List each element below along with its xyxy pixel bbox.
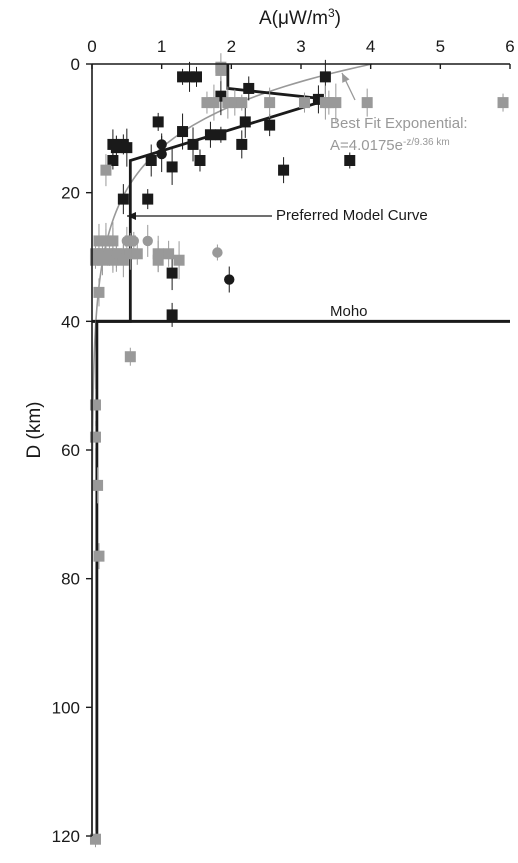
data-point-square (93, 286, 105, 298)
preferred-model-label: Preferred Model Curve (276, 207, 428, 224)
data-point-square (222, 97, 234, 109)
y-axis-title: D (km) (24, 402, 45, 459)
data-point-square (194, 155, 206, 166)
data-point-circle (156, 148, 167, 160)
data-point-square (166, 267, 178, 279)
preferred-model-curve (95, 64, 330, 836)
data-point-square (89, 399, 101, 411)
data-point-square (131, 248, 143, 260)
data-point-square (361, 97, 373, 109)
data-point-circle (212, 247, 223, 258)
data-point-square (107, 155, 119, 166)
preferred-model-arrow-head (127, 212, 136, 220)
y-tick-label: 40 (61, 312, 80, 331)
x-tick-label: 4 (366, 37, 375, 56)
x-tick-label: 0 (87, 37, 96, 56)
data-point-square (330, 97, 342, 109)
data-point-square (236, 97, 248, 109)
data-point-square (96, 254, 108, 266)
error-bars-layer (94, 53, 504, 848)
data-point-square (166, 161, 178, 173)
data-point-square (204, 129, 216, 141)
y-tick-label: 100 (52, 698, 80, 717)
data-point-square (187, 138, 199, 150)
data-point-square (117, 193, 129, 205)
data-point-square (229, 97, 241, 109)
data-point-square (89, 431, 101, 443)
curves-layer (91, 63, 510, 836)
data-point-square (208, 97, 220, 109)
data-point-square (184, 71, 196, 83)
best-fit-label-line1: Best Fit Exponential: (330, 115, 468, 132)
data-point-square (92, 479, 104, 491)
data-point-circle (111, 248, 122, 259)
data-point-square (264, 97, 276, 109)
markers-layer (89, 61, 509, 845)
data-point-square (173, 254, 185, 266)
x-axis-title: A(μW/m3) (259, 6, 341, 29)
data-point-square (124, 351, 136, 363)
x-tick-label: 2 (227, 37, 236, 56)
x-tick-label: 6 (505, 37, 514, 56)
data-point-square (177, 126, 189, 138)
data-point-circle (107, 235, 119, 247)
y-tick-label: 20 (61, 184, 80, 203)
data-point-circle (224, 274, 235, 285)
data-point-square (177, 71, 189, 83)
data-point-square (107, 254, 119, 266)
data-point-square (264, 119, 276, 131)
data-point-square (124, 248, 136, 260)
data-point-circle (93, 248, 105, 259)
best-fit-label-line2: A=4.0175e-z/9.36 km (330, 137, 450, 155)
data-point-square (236, 138, 248, 150)
data-point-circle (128, 235, 139, 247)
data-point-square (166, 309, 178, 321)
data-point-square (117, 248, 129, 260)
data-point-square (298, 97, 310, 109)
data-point-square (163, 248, 175, 260)
data-point-square (145, 155, 157, 166)
x-tick-label: 3 (296, 37, 305, 56)
data-point-square (152, 116, 164, 128)
y-tick-label: 0 (71, 55, 80, 74)
data-point-square (215, 129, 227, 141)
x-tick-label: 5 (436, 37, 445, 56)
x-tick-label: 1 (157, 37, 166, 56)
data-point-square (100, 164, 112, 176)
data-point-circle (142, 235, 153, 247)
data-point-square (215, 64, 227, 76)
best-fit-arrow-head (342, 73, 350, 83)
data-point-square (117, 254, 129, 266)
data-point-square (319, 71, 331, 83)
data-point-square (243, 82, 255, 94)
data-point-square (142, 193, 154, 205)
y-tick-label: 80 (61, 570, 80, 589)
data-point-square (239, 116, 251, 128)
data-point-square (191, 71, 202, 83)
data-point-square (89, 833, 101, 845)
data-point-square (215, 90, 227, 102)
data-point-square (121, 142, 133, 154)
data-point-square (312, 93, 324, 105)
data-point-square (152, 254, 164, 266)
data-point-square (323, 97, 335, 109)
y-tick-label: 60 (61, 441, 80, 460)
data-point-square (201, 97, 213, 109)
best-fit-exponential-curve (91, 63, 373, 836)
data-point-square (110, 142, 122, 154)
data-point-square (344, 155, 356, 166)
moho-label: Moho (330, 303, 368, 320)
data-point-square (89, 254, 101, 266)
data-point-square (497, 97, 509, 109)
data-point-square (93, 550, 105, 562)
data-point-circle (152, 248, 164, 259)
data-point-circle (156, 139, 167, 150)
y-tick-label: 120 (52, 827, 80, 846)
data-point-square (278, 164, 290, 176)
